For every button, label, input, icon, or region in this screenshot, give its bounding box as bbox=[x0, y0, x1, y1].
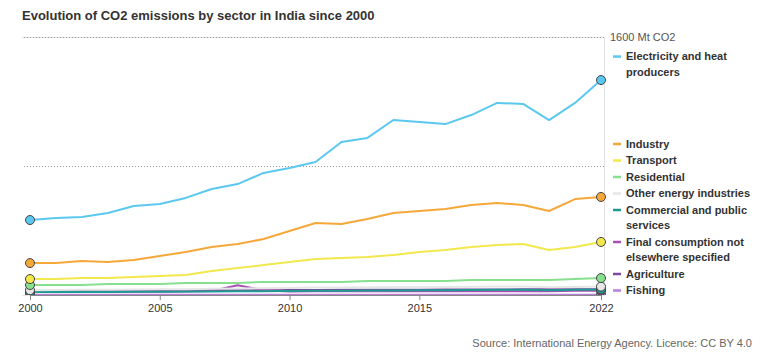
series-line bbox=[30, 294, 601, 295]
legend-label: Agriculture bbox=[626, 268, 685, 280]
grid-line bbox=[22, 166, 604, 167]
x-axis-line bbox=[31, 296, 602, 301]
endpoint-marker bbox=[597, 237, 606, 246]
endpoint-marker bbox=[26, 259, 35, 268]
x-tick-mark bbox=[290, 295, 291, 300]
legend-swatch bbox=[613, 55, 621, 58]
legend-label: Transport bbox=[626, 154, 677, 166]
legend-item: Fishing bbox=[613, 284, 665, 296]
x-tick: 2015 bbox=[408, 295, 432, 314]
y-axis-line bbox=[22, 38, 605, 296]
series-line bbox=[30, 278, 601, 285]
x-tick: 2022 bbox=[589, 295, 613, 314]
source: Source: International Energy Agency. Lic… bbox=[472, 337, 752, 349]
x-tick: 2000 bbox=[18, 295, 42, 314]
x-tick-label: 2010 bbox=[278, 302, 302, 314]
legend-swatch bbox=[613, 273, 621, 276]
series-line bbox=[30, 197, 601, 263]
legend-label: Other energy industries bbox=[626, 187, 750, 199]
x-tick-label: 2022 bbox=[589, 302, 613, 314]
legend-swatch bbox=[613, 176, 621, 179]
x-tick-mark bbox=[601, 295, 602, 300]
legend-item: Final consumption notelsewhere specified bbox=[613, 236, 744, 264]
x-tick: 2010 bbox=[278, 295, 302, 314]
endpoint-marker bbox=[26, 275, 35, 284]
title: Evolution of CO2 emissions by sector in … bbox=[22, 8, 375, 23]
y-axis: 1600 Mt CO2 bbox=[22, 31, 675, 295]
legend-swatch bbox=[613, 192, 621, 195]
legend-label: Industry bbox=[626, 138, 670, 150]
legend: Electricity and heatproducers Industry Tra… bbox=[613, 50, 750, 296]
legend-label: Electricity and heatproducers bbox=[626, 50, 727, 78]
chart: Evolution of CO2 emissions by sector in … bbox=[0, 0, 768, 357]
legend-item: Transport bbox=[613, 154, 677, 166]
legend-swatch bbox=[613, 143, 621, 146]
y-tick bbox=[22, 166, 604, 167]
series-line bbox=[30, 285, 601, 291]
endpoint-marker bbox=[597, 274, 606, 283]
legend-item: Electricity and heatproducers bbox=[613, 50, 727, 78]
legend-label: Final consumption notelsewhere specified bbox=[626, 236, 744, 264]
legend-swatch bbox=[613, 241, 621, 244]
legend-swatch bbox=[613, 159, 621, 162]
x-tick-mark bbox=[30, 295, 31, 300]
endpoint-marker bbox=[597, 76, 606, 85]
legend-swatch bbox=[613, 289, 621, 292]
series-line bbox=[30, 80, 601, 220]
legend-item: Agriculture bbox=[613, 268, 685, 280]
x-tick-label: 2015 bbox=[408, 302, 432, 314]
x-tick-label: 2000 bbox=[18, 302, 42, 314]
legend-label: Commercial and publicservices bbox=[626, 204, 747, 232]
legend-label: Fishing bbox=[626, 284, 665, 296]
x-axis: 2000 2005 2010 2015 2022 bbox=[18, 295, 613, 314]
legend-label: Residential bbox=[626, 171, 685, 183]
legend-item: Residential bbox=[613, 171, 685, 183]
legend-item: Other energy industries bbox=[613, 187, 750, 199]
y-tick: 1600 Mt CO2 bbox=[22, 31, 675, 43]
x-tick-mark bbox=[419, 295, 420, 300]
endpoint-marker bbox=[597, 192, 606, 201]
legend-item: Industry bbox=[613, 138, 670, 150]
legend-swatch bbox=[613, 209, 621, 212]
endpoint-marker bbox=[597, 282, 606, 291]
x-tick-label: 2005 bbox=[148, 302, 172, 314]
series-line bbox=[30, 287, 601, 291]
x-tick-mark bbox=[160, 295, 161, 300]
y-tick-label: 1600 Mt CO2 bbox=[610, 31, 675, 43]
grid-line bbox=[22, 37, 604, 38]
endpoint-marker bbox=[26, 216, 35, 225]
plot-area bbox=[26, 76, 606, 295]
legend-item: Commercial and publicservices bbox=[613, 204, 747, 232]
x-tick: 2005 bbox=[148, 295, 172, 314]
